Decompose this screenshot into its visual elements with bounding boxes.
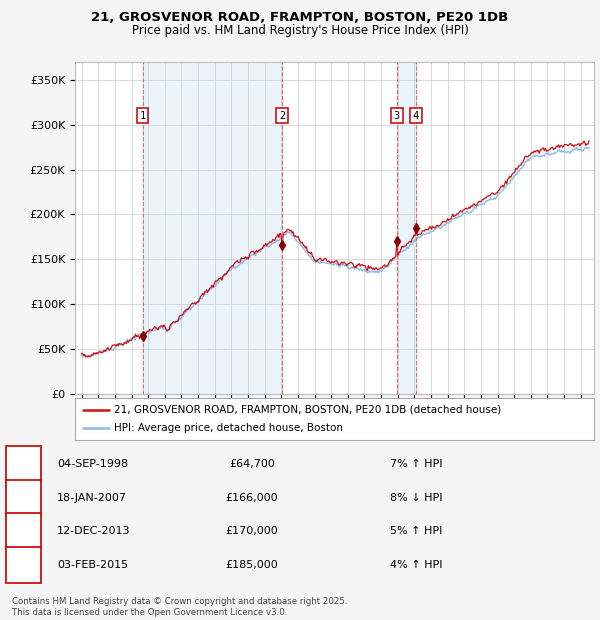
Text: 5% ↑ HPI: 5% ↑ HPI: [390, 526, 442, 536]
Text: £170,000: £170,000: [226, 526, 278, 536]
Bar: [397, 62, 416, 394]
Text: £166,000: £166,000: [226, 493, 278, 503]
Text: 2: 2: [279, 111, 285, 121]
Text: 8% ↓ HPI: 8% ↓ HPI: [390, 493, 443, 503]
Text: 4: 4: [413, 111, 419, 121]
Text: £64,700: £64,700: [229, 459, 275, 469]
Text: £185,000: £185,000: [226, 560, 278, 570]
Text: 1: 1: [20, 459, 27, 469]
Text: 2: 2: [20, 493, 27, 503]
Text: 4% ↑ HPI: 4% ↑ HPI: [390, 560, 443, 570]
Text: 7% ↑ HPI: 7% ↑ HPI: [390, 459, 443, 469]
Text: 21, GROSVENOR ROAD, FRAMPTON, BOSTON, PE20 1DB: 21, GROSVENOR ROAD, FRAMPTON, BOSTON, PE…: [91, 11, 509, 24]
Text: Contains HM Land Registry data © Crown copyright and database right 2025.
This d: Contains HM Land Registry data © Crown c…: [12, 598, 347, 617]
Text: 1: 1: [140, 111, 146, 121]
Text: 18-JAN-2007: 18-JAN-2007: [57, 493, 127, 503]
Bar: [143, 62, 282, 394]
Text: 12-DEC-2013: 12-DEC-2013: [57, 526, 131, 536]
Text: 4: 4: [20, 560, 27, 570]
Text: Price paid vs. HM Land Registry's House Price Index (HPI): Price paid vs. HM Land Registry's House …: [131, 24, 469, 37]
Text: 03-FEB-2015: 03-FEB-2015: [57, 560, 128, 570]
Text: 21, GROSVENOR ROAD, FRAMPTON, BOSTON, PE20 1DB (detached house): 21, GROSVENOR ROAD, FRAMPTON, BOSTON, PE…: [114, 405, 501, 415]
Text: 3: 3: [394, 111, 400, 121]
Text: 3: 3: [20, 526, 27, 536]
Text: HPI: Average price, detached house, Boston: HPI: Average price, detached house, Bost…: [114, 423, 343, 433]
Text: 04-SEP-1998: 04-SEP-1998: [57, 459, 128, 469]
